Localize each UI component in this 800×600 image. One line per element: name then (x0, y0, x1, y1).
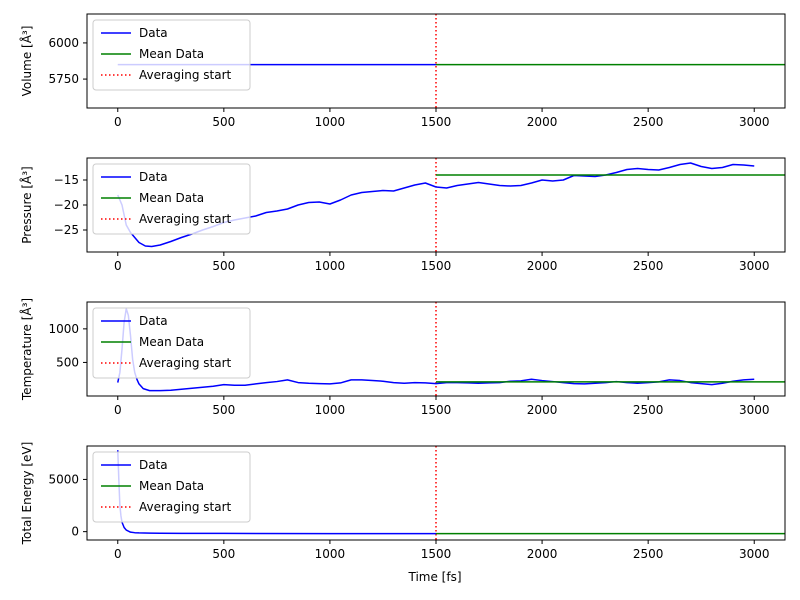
legend-entry-data-label: Data (139, 26, 168, 40)
y-axis-label: Volume [Å³] (19, 26, 34, 97)
x-tick-label: 2500 (633, 403, 664, 417)
legend-box (92, 451, 251, 523)
legend-entry-mean-data-label: Mean Data (139, 191, 204, 205)
legend-entry-averaging-start-label: Averaging start (139, 68, 232, 82)
x-tick-label: 1000 (315, 547, 346, 561)
x-tick-label: 3000 (739, 259, 770, 273)
x-tick-label: 2000 (527, 115, 558, 129)
y-tick-label: 5000 (48, 472, 79, 486)
x-tick-label: 1500 (421, 259, 452, 273)
legend-box (92, 163, 251, 235)
legend-entry-data-label: Data (139, 170, 168, 184)
x-tick-label: 500 (212, 547, 235, 561)
legend-entry-data-label: Data (139, 458, 168, 472)
legend-entry-mean-data-label: Mean Data (139, 479, 204, 493)
y-axis-label: Temperature [Å³] (19, 298, 34, 401)
subplot-4: 0 500 1000 1500 2000 2500 3000 0 5000 Total Energ… (20, 442, 786, 561)
x-tick-label: 1000 (315, 259, 346, 273)
subplots: 0 500 1000 1500 2000 2500 3000 5750 6000 Volume [… (19, 13, 786, 561)
legend: Data Mean Data Averaging start (92, 163, 251, 235)
legend-box (92, 19, 251, 91)
legend-entry-data-label: Data (139, 314, 168, 328)
x-tick-label: 2000 (527, 259, 558, 273)
x-tick-label: 2000 (527, 403, 558, 417)
legend: Data Mean Data Averaging start (92, 19, 251, 91)
y-tick-label: 1000 (48, 322, 79, 336)
legend-entry-mean-data-label: Mean Data (139, 335, 204, 349)
plot-area (117, 302, 785, 396)
legend-box (92, 307, 251, 379)
subplot-3: 0 500 1000 1500 2000 2500 3000 500 1000 Temperatu… (19, 298, 786, 417)
x-tick-label: 1500 (421, 115, 452, 129)
y-tick-label: −15 (54, 173, 79, 187)
legend-entry-mean-data-label: Mean Data (139, 47, 204, 61)
x-tick-label: 0 (114, 403, 122, 417)
x-tick-label: 2500 (633, 259, 664, 273)
x-tick-label: 2500 (633, 115, 664, 129)
x-tick-label: 500 (212, 259, 235, 273)
x-tick-label: 3000 (739, 403, 770, 417)
x-tick-label: 1500 (421, 547, 452, 561)
x-tick-label: 0 (114, 115, 122, 129)
y-tick-label: 0 (71, 525, 79, 539)
subplot-2: 0 500 1000 1500 2000 2500 3000 −25 −20 −15 Pressur… (19, 157, 786, 273)
x-tick-label: 1000 (315, 115, 346, 129)
legend: Data Mean Data Averaging start (92, 451, 251, 523)
x-tick-label: 2500 (633, 547, 664, 561)
legend: Data Mean Data Averaging start (92, 307, 251, 379)
x-tick-label: 1000 (315, 403, 346, 417)
y-axis-label: Total Energy [eV] (20, 442, 34, 546)
y-tick-label: 5750 (48, 72, 79, 86)
x-tick-label: 0 (114, 259, 122, 273)
x-tick-label: 500 (212, 403, 235, 417)
plot-area (117, 158, 785, 252)
x-tick-label: 500 (212, 115, 235, 129)
y-axis-label: Pressure [Å³] (19, 166, 34, 243)
x-tick-label: 1500 (421, 403, 452, 417)
x-tick-label: 3000 (739, 115, 770, 129)
y-tick-label: −20 (54, 198, 79, 212)
x-tick-label: 3000 (739, 547, 770, 561)
data-series-line (117, 307, 755, 392)
x-tick-label: 0 (114, 547, 122, 561)
y-tick-label: 500 (56, 355, 79, 369)
legend-entry-averaging-start-label: Averaging start (139, 356, 232, 370)
y-tick-label: −25 (54, 223, 79, 237)
legend-entry-averaging-start-label: Averaging start (139, 212, 232, 226)
data-series-line (117, 162, 755, 248)
legend-entry-averaging-start-label: Averaging start (139, 500, 232, 514)
x-tick-label: 2000 (527, 547, 558, 561)
y-tick-label: 6000 (48, 36, 79, 50)
x-axis-label: Time [fs] (407, 570, 461, 584)
subplot-1: 0 500 1000 1500 2000 2500 3000 5750 6000 Volume [… (19, 13, 786, 129)
